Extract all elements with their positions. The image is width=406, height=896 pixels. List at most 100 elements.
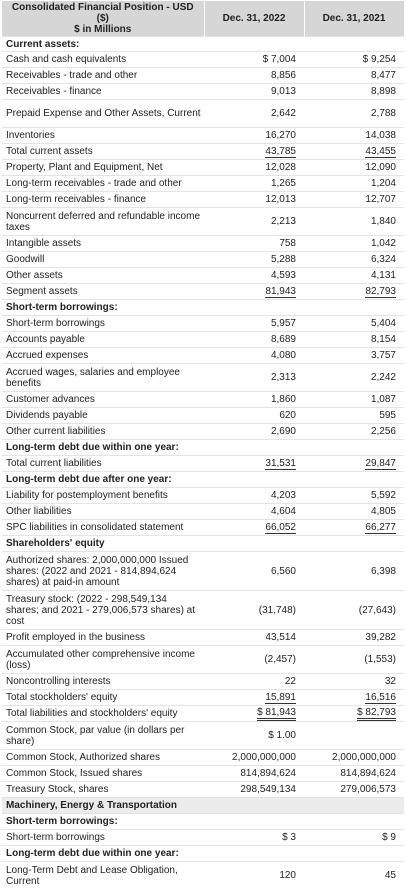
value-2022: (2,457): [204, 645, 304, 674]
value-2022: 8,689: [204, 331, 304, 348]
value-text: 620: [279, 410, 296, 421]
row-label: Treasury Stock, shares: [2, 781, 204, 798]
table-row: Other current liabilities 2,690 2,256: [2, 423, 404, 440]
value-text: 43,514: [265, 632, 296, 643]
value-text: 82,793: [365, 285, 396, 298]
value-text: 8,154: [370, 334, 396, 345]
row-label: Dividends payable: [2, 407, 204, 424]
value-text: 15,891: [265, 691, 296, 704]
value-2022: $ 7,004: [204, 51, 304, 68]
table-row: Total current assets 43,785 43,455: [2, 143, 404, 160]
value-text: $ 7,004: [262, 54, 296, 65]
row-label: Noncurrent deferred and refundable incom…: [2, 207, 204, 236]
row-label: Accrued wages, salaries and employee ben…: [2, 363, 204, 392]
value-text: 12,028: [265, 162, 296, 173]
row-label: Common Stock, par value (in dollars per …: [2, 721, 204, 750]
value-2022: 66,052: [204, 519, 304, 536]
row-label: Total current assets: [2, 143, 204, 160]
value-2021: [304, 721, 404, 750]
title-line-2: ($): [96, 13, 109, 24]
value-2022: 12,013: [204, 191, 304, 208]
value-2021: 1,087: [304, 391, 404, 408]
value-2021: 5,592: [304, 487, 404, 504]
column-header-2022: Dec. 31, 2022: [204, 1, 305, 37]
value-text: 2,242: [370, 372, 396, 383]
table-row: Common Stock, par value (in dollars per …: [2, 721, 404, 750]
value-text: 5,592: [370, 490, 396, 501]
value-2022: (31,748): [204, 590, 304, 630]
row-label: Short-term borrowings: [2, 315, 204, 332]
value-2022: 12,028: [204, 159, 304, 176]
table-row: Accounts payable 8,689 8,154: [2, 331, 404, 348]
value-2022: [204, 36, 304, 52]
value-2022: 15,891: [204, 689, 304, 706]
row-label: Shareholders' equity: [2, 535, 204, 552]
row-label: Other current liabilities: [2, 423, 204, 440]
value-text: 66,052: [265, 521, 296, 534]
value-text: 1,042: [370, 238, 396, 249]
value-2021: (27,643): [304, 590, 404, 630]
row-label: Property, Plant and Equipment, Net: [2, 159, 204, 176]
row-label: Total current liabilities: [2, 455, 204, 472]
value-text: 31,531: [265, 457, 296, 470]
value-text: 16,516: [365, 691, 396, 704]
value-text: (1,553): [364, 654, 396, 665]
row-label: Accumulated other comprehensive income (…: [2, 645, 204, 674]
value-text: 595: [379, 410, 396, 421]
row-label: Cash and cash equivalents: [2, 51, 204, 68]
value-2021: 82,793: [304, 283, 404, 300]
row-label: Receivables - trade and other: [2, 67, 204, 84]
value-2022: [204, 535, 304, 552]
section-header-row: Short-term borrowings:: [2, 813, 404, 830]
value-2021: 2,242: [304, 363, 404, 392]
value-2021: 279,006,573: [304, 781, 404, 798]
table-row: Total current liabilities 31,531 29,847: [2, 455, 404, 472]
row-label: Machinery, Energy & Transportation: [2, 797, 204, 814]
value-text: 120: [279, 870, 296, 882]
column-header-2021: Dec. 31, 2021: [304, 1, 405, 37]
value-text: $ 3: [282, 832, 296, 843]
value-text: 5,957: [270, 318, 296, 329]
table-row: Common Stock, Authorized shares 2,000,000…: [2, 749, 404, 766]
value-text: 43,455: [365, 145, 396, 158]
value-2022: 4,593: [204, 267, 304, 284]
table-row: Prepaid Expense and Other Assets, Curren…: [2, 99, 404, 128]
value-text: 45: [384, 870, 396, 882]
row-label: Long-term receivables - finance: [2, 191, 204, 208]
table-row: SPC liabilities in consolidated statemen…: [2, 519, 404, 536]
value-2022: 9,013: [204, 83, 304, 100]
table-row: Other liabilities 4,604 4,805: [2, 503, 404, 520]
section-header-row: Shareholders' equity: [2, 535, 404, 552]
value-2022: [204, 797, 304, 814]
row-label: Common Stock, Authorized shares: [2, 749, 204, 766]
value-2021: 45: [304, 861, 404, 890]
value-text: 4,203: [270, 490, 296, 501]
value-text: 2,690: [270, 426, 296, 437]
table-body: Current assets: Cash and cash equivalents…: [2, 36, 404, 890]
header-row: Consolidated Financial Position - USD ($…: [2, 1, 405, 37]
value-text: 32: [384, 676, 396, 687]
value-text: 43,785: [265, 145, 296, 158]
value-text: 279,006,573: [340, 784, 396, 795]
value-2022: 5,288: [204, 251, 304, 268]
value-2022: 2,313: [204, 363, 304, 392]
table-row: Other assets 4,593 4,131: [2, 267, 404, 284]
table-row: Cash and cash equivalents $ 7,004 $ 9,254: [2, 51, 404, 68]
value-2022: [204, 813, 304, 830]
row-label: Short-term borrowings:: [2, 813, 204, 830]
table-row: Noncurrent deferred and refundable incom…: [2, 207, 404, 236]
value-2021: $ 82,793: [304, 705, 404, 722]
row-label: Inventories: [2, 127, 204, 144]
table-row: Short-term borrowings 5,957 5,404: [2, 315, 404, 332]
value-2022: 620: [204, 407, 304, 424]
value-2021: 5,404: [304, 315, 404, 332]
value-2021: 39,282: [304, 629, 404, 646]
table-row: Inventories 16,270 14,038: [2, 127, 404, 144]
value-2022: 4,080: [204, 347, 304, 364]
value-2022: 1,265: [204, 175, 304, 192]
value-text: 3,757: [370, 350, 396, 361]
value-2021: 6,398: [304, 551, 404, 591]
row-label: Noncontrolling interests: [2, 673, 204, 690]
